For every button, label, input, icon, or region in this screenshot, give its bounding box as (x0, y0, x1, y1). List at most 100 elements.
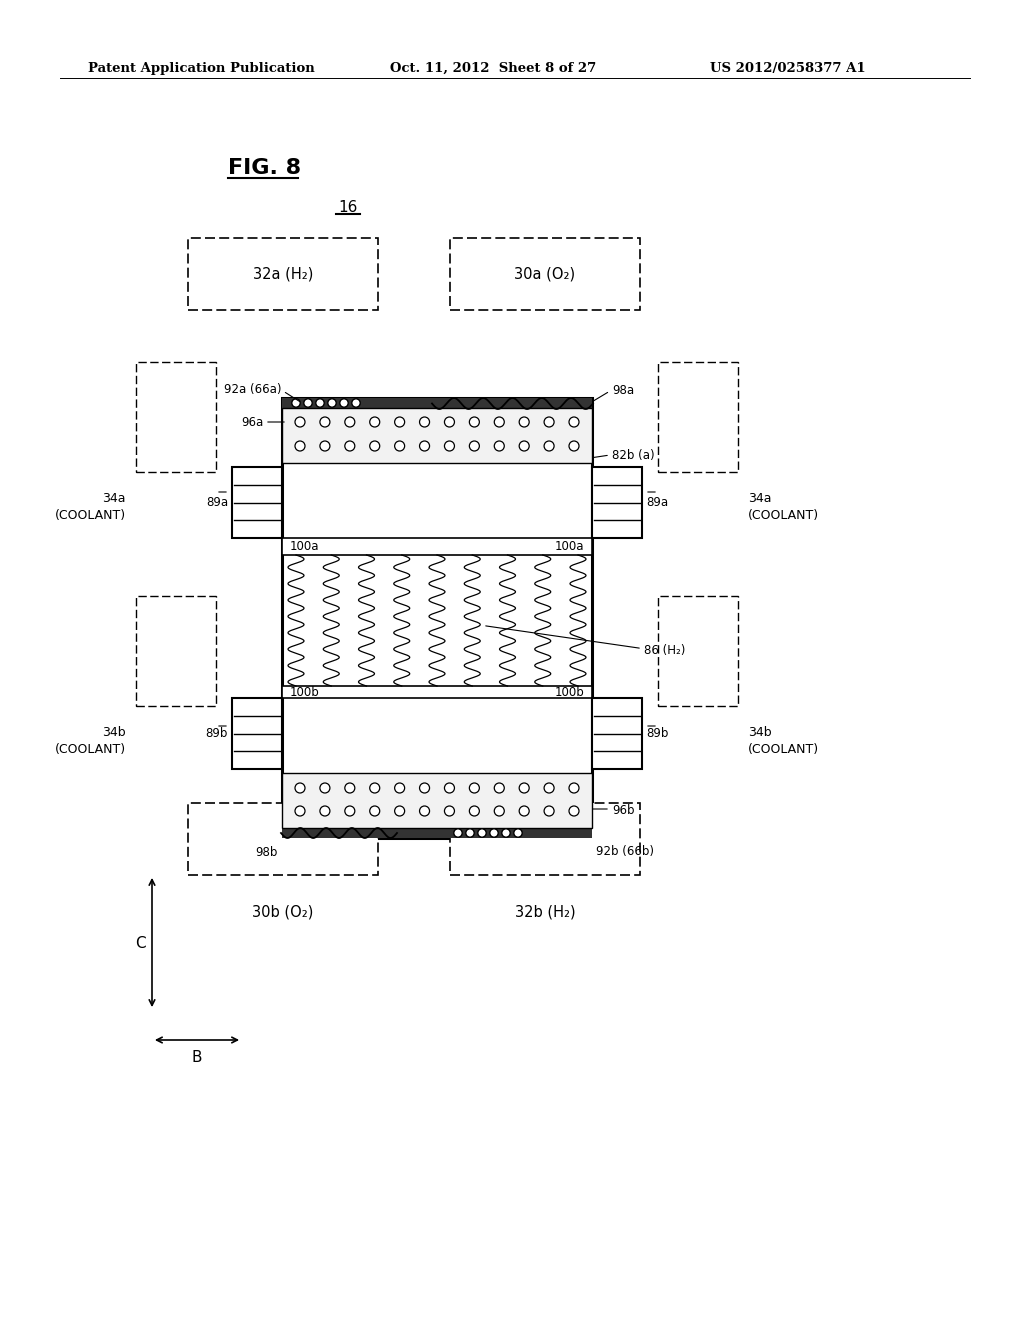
Text: 32b (H₂): 32b (H₂) (515, 904, 575, 920)
Circle shape (544, 441, 554, 451)
Circle shape (420, 783, 429, 793)
Circle shape (295, 807, 305, 816)
Circle shape (469, 807, 479, 816)
Circle shape (370, 441, 380, 451)
Bar (136, 362, 216, 473)
Circle shape (345, 441, 355, 451)
Text: 34b
(COOLANT): 34b (COOLANT) (55, 726, 126, 755)
Circle shape (295, 441, 305, 451)
Circle shape (495, 441, 504, 451)
Circle shape (420, 441, 429, 451)
Bar (188, 238, 378, 310)
Circle shape (370, 417, 380, 426)
Circle shape (370, 807, 380, 816)
Bar (450, 238, 640, 310)
Circle shape (394, 417, 404, 426)
Text: 30a (O₂): 30a (O₂) (514, 267, 575, 281)
Circle shape (495, 417, 504, 426)
Circle shape (292, 399, 300, 407)
Circle shape (544, 783, 554, 793)
Bar (282, 399, 592, 838)
Circle shape (345, 417, 355, 426)
Circle shape (345, 783, 355, 793)
Bar (282, 539, 592, 554)
Circle shape (502, 829, 510, 837)
Text: US 2012/0258377 A1: US 2012/0258377 A1 (710, 62, 865, 75)
Circle shape (345, 807, 355, 816)
Circle shape (394, 783, 404, 793)
Circle shape (469, 441, 479, 451)
Circle shape (352, 399, 360, 407)
Text: 34b
(COOLANT): 34b (COOLANT) (748, 726, 819, 755)
Text: 100b: 100b (290, 685, 319, 698)
Circle shape (569, 783, 579, 793)
Circle shape (328, 399, 336, 407)
Circle shape (495, 807, 504, 816)
Circle shape (319, 807, 330, 816)
Circle shape (519, 441, 529, 451)
Text: 32a (H₂): 32a (H₂) (253, 267, 313, 281)
Bar (592, 467, 642, 539)
Text: 30b (O₂): 30b (O₂) (252, 904, 313, 920)
Circle shape (295, 417, 305, 426)
Text: 92a (66a): 92a (66a) (224, 384, 282, 396)
Text: 100a: 100a (290, 540, 319, 553)
Circle shape (370, 783, 380, 793)
Text: Patent Application Publication: Patent Application Publication (88, 62, 314, 75)
Circle shape (444, 783, 455, 793)
Text: 96b: 96b (612, 804, 635, 817)
Circle shape (444, 807, 455, 816)
Bar (282, 774, 592, 828)
Circle shape (319, 417, 330, 426)
Text: 100b: 100b (554, 685, 584, 698)
Text: 86 (H₂): 86 (H₂) (644, 644, 685, 657)
Circle shape (444, 417, 455, 426)
Circle shape (519, 417, 529, 426)
Bar (658, 597, 738, 706)
Circle shape (444, 441, 455, 451)
Bar (232, 467, 282, 539)
Circle shape (519, 807, 529, 816)
Text: 98a: 98a (612, 384, 634, 396)
Circle shape (315, 399, 325, 407)
Circle shape (319, 441, 330, 451)
Text: 16: 16 (338, 201, 357, 215)
Bar (232, 698, 282, 770)
Text: 92b (66b): 92b (66b) (596, 846, 654, 858)
Circle shape (519, 783, 529, 793)
Circle shape (469, 783, 479, 793)
Bar (658, 362, 738, 473)
Bar (188, 803, 378, 875)
Bar (282, 408, 592, 463)
Text: 34a
(COOLANT): 34a (COOLANT) (748, 492, 819, 521)
Circle shape (478, 829, 486, 837)
Circle shape (295, 783, 305, 793)
Circle shape (466, 829, 474, 837)
Bar (136, 597, 216, 706)
Circle shape (304, 399, 312, 407)
Bar (282, 686, 592, 698)
Text: Oct. 11, 2012  Sheet 8 of 27: Oct. 11, 2012 Sheet 8 of 27 (390, 62, 596, 75)
Circle shape (469, 417, 479, 426)
Bar (282, 399, 592, 408)
Circle shape (569, 441, 579, 451)
Circle shape (544, 807, 554, 816)
Text: 89b: 89b (206, 727, 228, 741)
Text: 98b: 98b (256, 846, 278, 858)
Text: 89a: 89a (646, 496, 668, 510)
Circle shape (454, 829, 462, 837)
Circle shape (340, 399, 348, 407)
Text: B: B (191, 1051, 203, 1065)
Text: 82b (a): 82b (a) (612, 449, 654, 462)
Text: 96a: 96a (242, 416, 264, 429)
Circle shape (569, 807, 579, 816)
Circle shape (514, 829, 522, 837)
Text: 89a: 89a (206, 496, 228, 510)
Circle shape (420, 417, 429, 426)
Circle shape (544, 417, 554, 426)
Circle shape (420, 807, 429, 816)
Circle shape (489, 829, 499, 837)
Text: 34a
(COOLANT): 34a (COOLANT) (55, 492, 126, 521)
Circle shape (569, 417, 579, 426)
Bar (592, 698, 642, 770)
